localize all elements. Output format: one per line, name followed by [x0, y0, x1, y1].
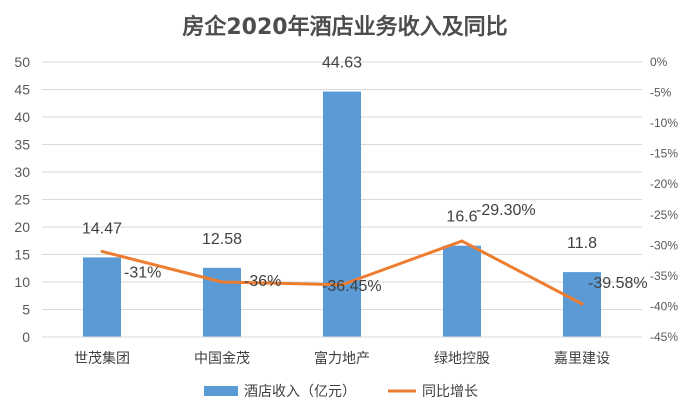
bar [83, 257, 121, 337]
y-right-tick-label: -5% [650, 86, 672, 100]
y-right-tick-label: -25% [650, 208, 678, 222]
bar-value-label: 14.47 [82, 220, 122, 237]
y-right-tick-label: -15% [650, 147, 678, 161]
y-right-tick-label: -20% [650, 177, 678, 191]
growth-point [460, 239, 464, 243]
axes: 0 5 10 15 20 25 30 35 40 45 50 0% -5% -10% -15% -20% -25… [14, 54, 678, 367]
legend-bar-swatch [204, 386, 238, 396]
x-category-label: 富力地产 [314, 350, 370, 367]
y-left-tick-label: 10 [14, 274, 30, 290]
growth-point [220, 280, 224, 284]
y-left-tick-label: 45 [14, 82, 30, 98]
chart-title: 房企2020年酒店业务收入及同比 [182, 14, 507, 40]
growth-value-label: -39.58% [588, 275, 648, 292]
growth-point [580, 302, 584, 306]
y-left-tick-label: 15 [14, 247, 30, 263]
y-left-tick-label: 40 [14, 109, 30, 125]
x-category-label: 世茂集团 [74, 350, 130, 367]
legend-bar-label: 酒店收入（亿元） [244, 384, 356, 400]
y-left-tick-label: 30 [14, 164, 30, 180]
x-category-label: 绿地控股 [434, 351, 490, 367]
line-series [100, 239, 584, 306]
y-left-tick-label: 0 [22, 329, 30, 345]
legend: 酒店收入（亿元） 同比增长 [204, 384, 478, 400]
growth-value-label: -29.30% [476, 202, 536, 219]
y-left-tick-label: 5 [22, 302, 30, 318]
y-right-tick-label: -40% [650, 299, 678, 313]
y-left-tick-label: 20 [14, 219, 30, 235]
data-labels: 14.47 12.58 44.63 16.6 11.8 -31% -36% -36.45% -2… [82, 55, 648, 295]
legend-line-label: 同比增长 [422, 384, 478, 400]
bar-series [83, 91, 601, 337]
bar [443, 245, 481, 337]
y-right-tick-label: 0% [650, 55, 668, 69]
bar-value-label: 11.8 [567, 235, 597, 252]
bar-value-label: 12.58 [202, 231, 242, 248]
bar-value-label: 44.63 [322, 55, 362, 72]
growth-value-label: -36% [244, 273, 281, 290]
growth-value-label: -31% [124, 264, 161, 281]
bar [323, 91, 361, 337]
growth-value-label: -36.45% [322, 278, 382, 295]
y-right-tick-label: -30% [650, 238, 678, 252]
y-left-tick-label: 50 [14, 54, 30, 70]
x-category-label: 中国金茂 [194, 350, 250, 367]
bar-value-label: 16.6 [446, 209, 477, 226]
y-left-tick-label: 35 [14, 137, 30, 153]
y-right-tick-label: -35% [650, 269, 678, 283]
growth-point [340, 283, 344, 287]
x-category-label: 嘉里建设 [554, 351, 610, 367]
y-right-tick-label: -45% [650, 330, 678, 344]
growth-point [100, 249, 104, 253]
y-left-tick-label: 25 [14, 192, 30, 208]
y-right-tick-label: -10% [650, 116, 678, 130]
